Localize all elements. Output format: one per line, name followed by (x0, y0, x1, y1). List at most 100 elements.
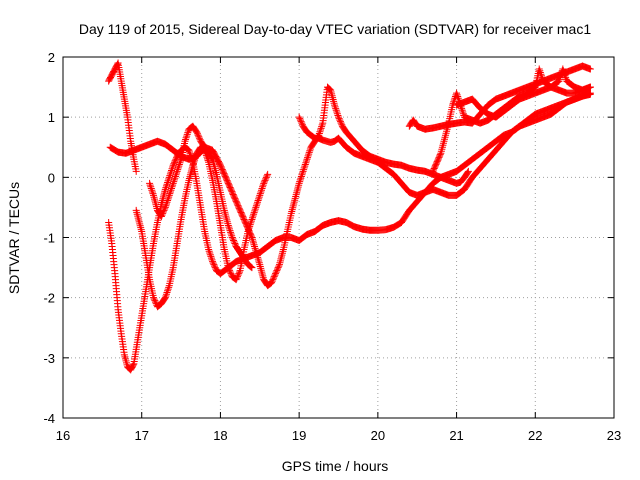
data-point (270, 273, 278, 281)
data-point (157, 212, 165, 220)
data-point (132, 206, 140, 214)
data-point (304, 152, 312, 160)
data-point (205, 246, 213, 254)
data-point (255, 195, 263, 203)
y-tick-label: 2 (48, 50, 55, 65)
data-point (332, 105, 340, 113)
data-point (163, 289, 171, 297)
data-point (235, 268, 243, 276)
data-point (171, 174, 179, 182)
data-point (195, 133, 203, 141)
data-point (273, 267, 281, 275)
data-point (165, 283, 173, 291)
data-point (113, 60, 121, 68)
data-point (226, 268, 234, 276)
y-axis-title: SDTVAR / TECUs (6, 182, 22, 294)
data-point (296, 115, 304, 123)
data-point (296, 116, 304, 124)
data-point (306, 147, 314, 155)
data-point (299, 169, 307, 177)
data-point (252, 202, 260, 210)
data-point (135, 218, 143, 226)
data-point (275, 262, 283, 270)
data-point (229, 235, 237, 243)
data-point (259, 183, 267, 191)
data-point (189, 160, 197, 168)
data-point (207, 254, 215, 262)
x-tick-label: 20 (371, 428, 385, 443)
data-point (255, 257, 263, 265)
data-point (147, 185, 155, 193)
data-point (163, 198, 171, 206)
data-point (297, 174, 305, 182)
data-point (164, 285, 172, 293)
data-point (260, 178, 268, 186)
data-point (162, 292, 170, 300)
data-point (296, 176, 304, 184)
data-point (195, 134, 203, 142)
data-point (303, 155, 311, 163)
data-point (298, 119, 306, 127)
data-point (297, 172, 305, 180)
grid-lines (63, 57, 614, 418)
data-point (194, 131, 202, 139)
data-points (105, 59, 594, 374)
data-point (136, 222, 144, 230)
data-point (159, 209, 167, 217)
data-point (168, 166, 176, 174)
data-point (192, 153, 200, 161)
data-point (209, 258, 217, 266)
data-point (305, 150, 313, 158)
data-point (226, 227, 234, 235)
data-point (449, 99, 457, 107)
data-point (537, 72, 545, 80)
y-axis-tick-labels: -4 -3 -2 -1 0 1 2 (43, 50, 55, 426)
data-point (271, 271, 279, 279)
data-point (227, 230, 235, 238)
data-point (453, 91, 461, 99)
data-point (333, 110, 341, 118)
data-point (264, 170, 272, 178)
data-point (169, 161, 177, 169)
data-point (250, 241, 258, 249)
data-point (259, 181, 267, 189)
data-point (164, 177, 172, 185)
data-point (250, 209, 258, 217)
data-point (190, 158, 198, 166)
data-point (162, 184, 170, 192)
data-point (586, 83, 594, 91)
data-point (208, 256, 216, 264)
data-point (252, 246, 260, 254)
data-point (253, 250, 261, 258)
series-track-1 (105, 59, 140, 175)
data-point (191, 154, 199, 162)
data-point (248, 215, 256, 223)
data-point (586, 65, 594, 73)
data-point (464, 168, 472, 176)
data-point (258, 185, 266, 193)
data-point (173, 169, 181, 177)
data-point (253, 200, 261, 208)
data-point (262, 175, 270, 183)
y-tick-label: -1 (43, 231, 55, 246)
data-point (204, 157, 212, 165)
x-tick-label: 16 (56, 428, 70, 443)
data-point (459, 108, 467, 116)
data-point (561, 70, 569, 78)
data-point (182, 134, 190, 142)
data-point (163, 180, 171, 188)
data-point (206, 249, 214, 257)
data-point (536, 68, 544, 76)
data-point (146, 179, 154, 187)
data-point (301, 160, 309, 168)
data-point (175, 160, 183, 168)
x-tick-label: 18 (213, 428, 227, 443)
data-point (454, 94, 462, 102)
data-point (210, 261, 218, 269)
data-point (262, 173, 270, 181)
data-point (260, 179, 268, 187)
data-point (230, 238, 238, 246)
data-point (168, 183, 176, 191)
data-point (335, 115, 343, 123)
data-point (151, 298, 159, 306)
